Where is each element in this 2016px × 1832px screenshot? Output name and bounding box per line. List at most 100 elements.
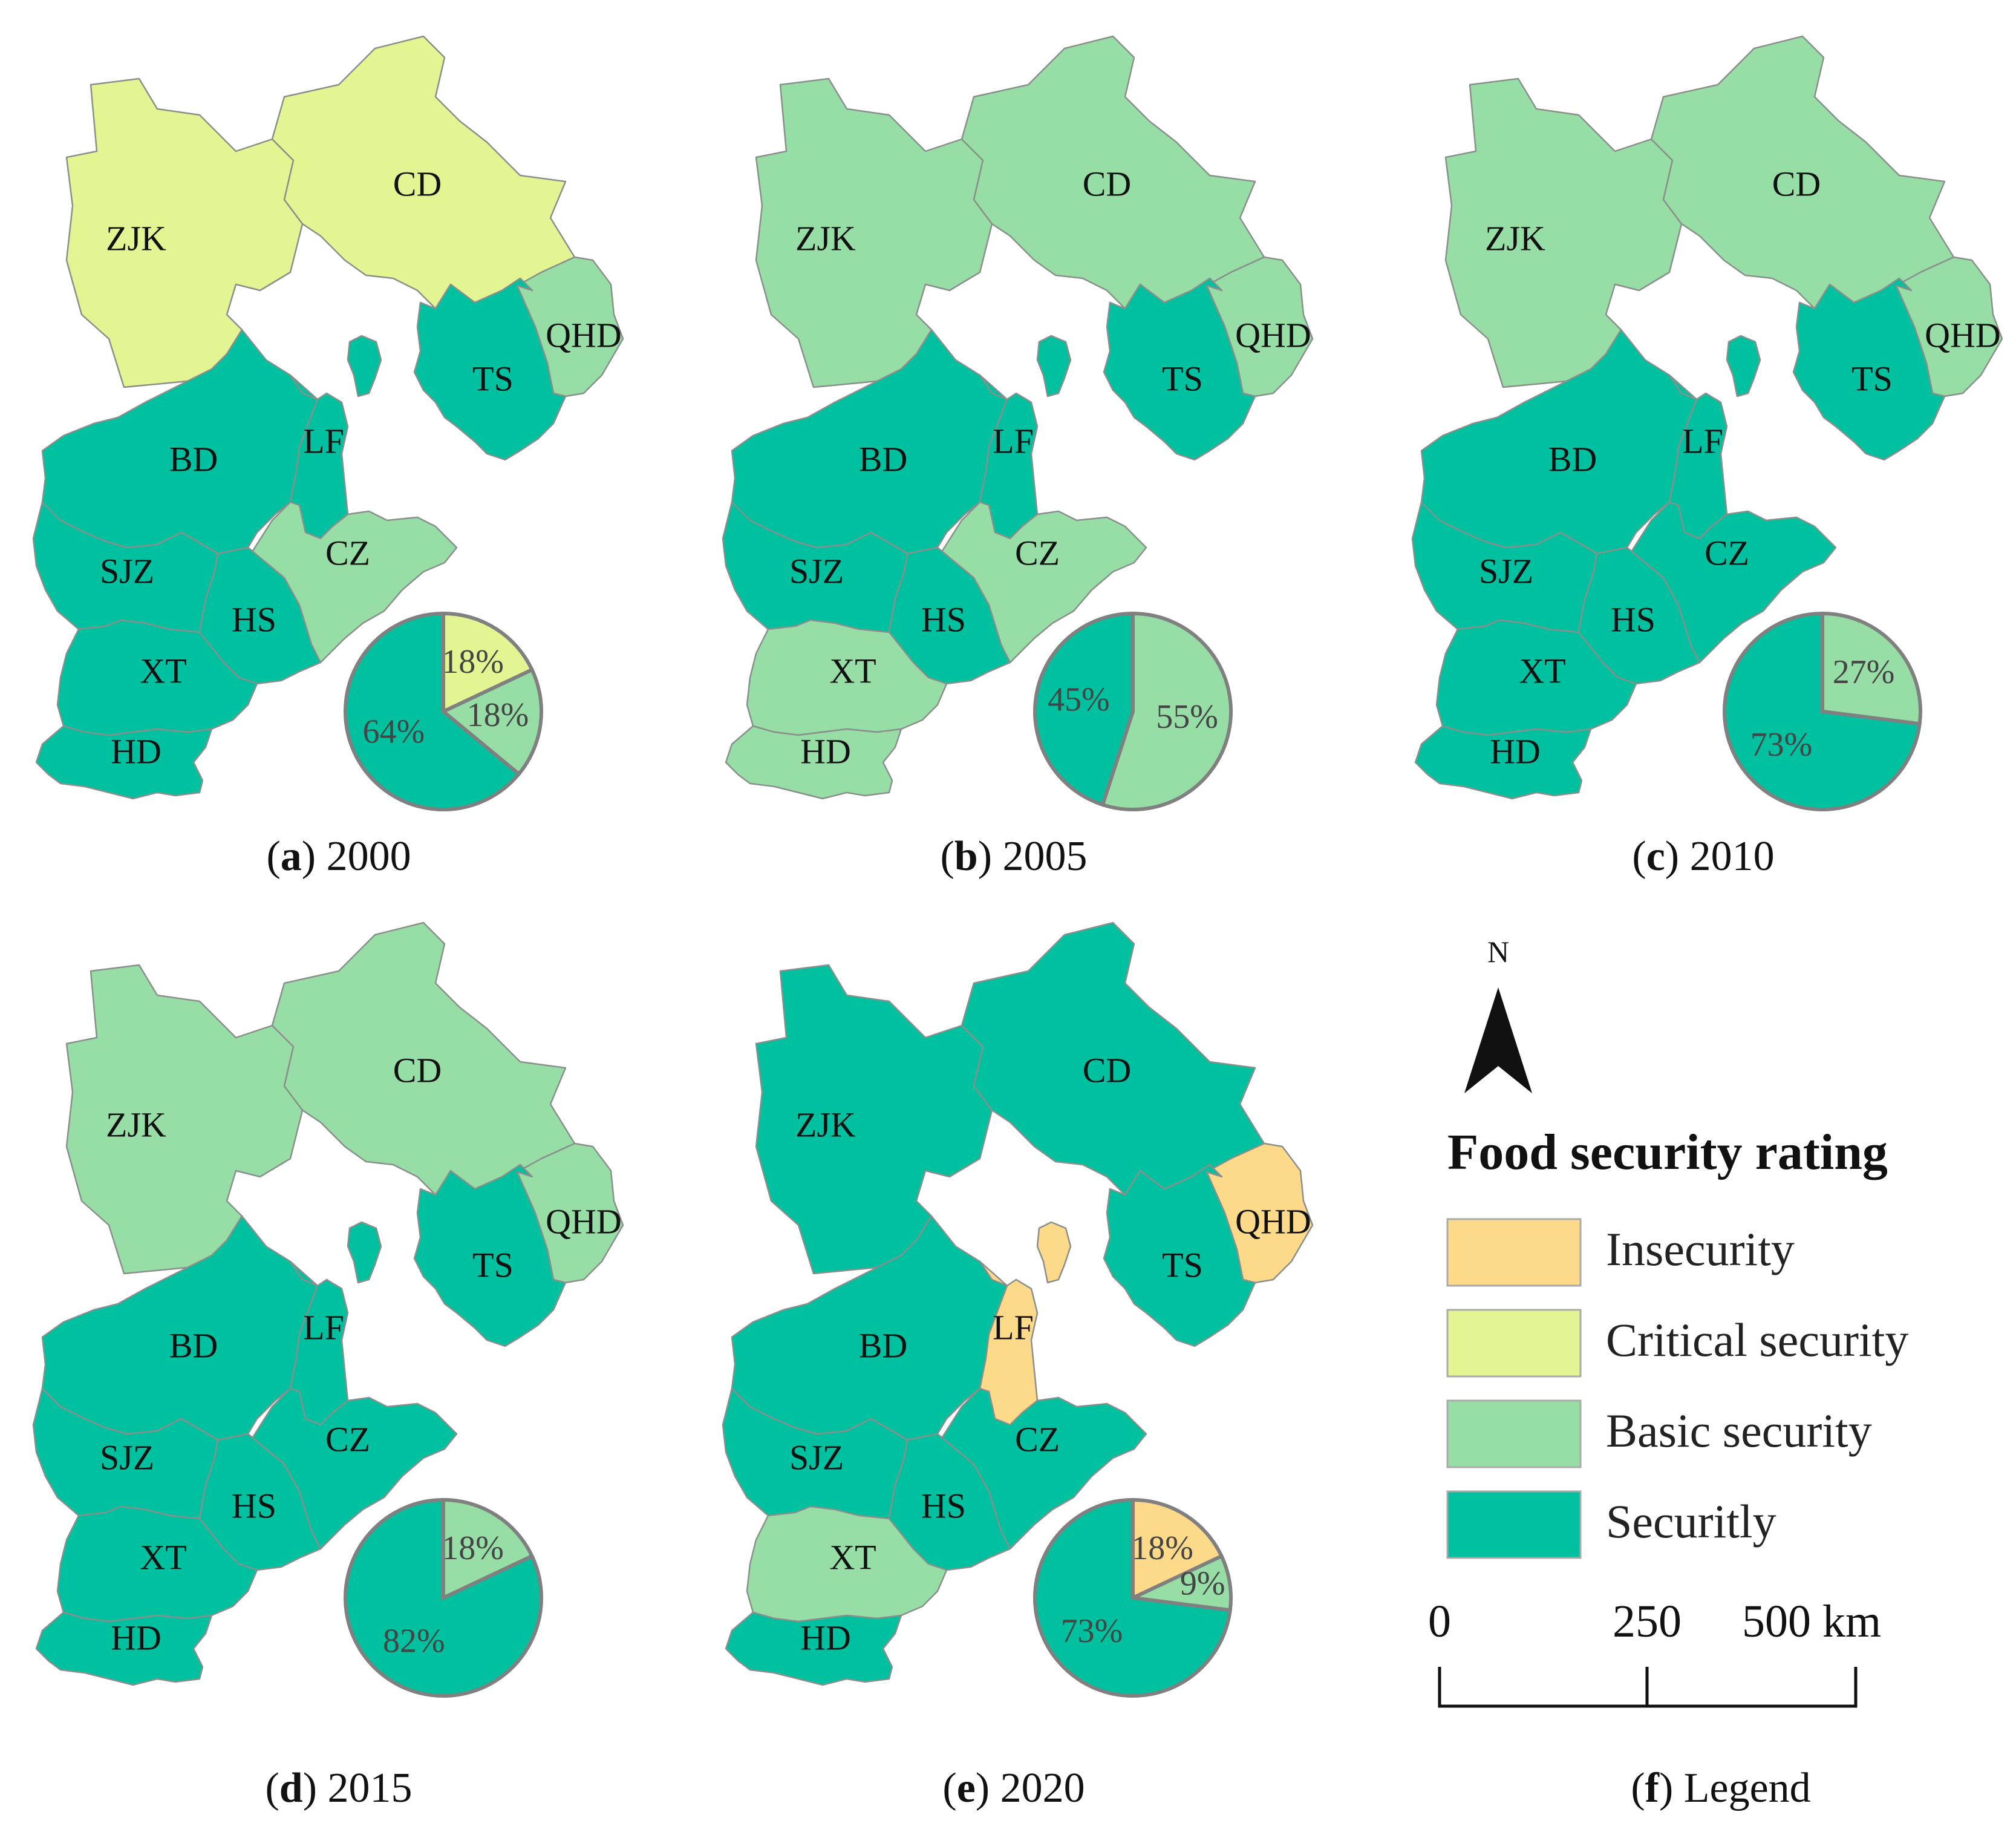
region-hs-2020 (888, 1433, 1011, 1571)
region-zjk-2000 (65, 77, 304, 388)
caption-letter: b (954, 833, 978, 880)
region-label-hd: HD (800, 1618, 851, 1657)
pie-label-basic-security: 9% (1180, 1565, 1225, 1603)
caption-paren: ( (1631, 1765, 1645, 1811)
region-label-bd: BD (859, 439, 908, 479)
region-label-ts: TS (1162, 359, 1203, 398)
caption-paren: ( (266, 833, 280, 880)
pie-slice-basic-security (440, 667, 543, 777)
region-label-hs: HS (1611, 600, 1656, 639)
map-panel-2020: ZJK CD QHD TS BD LF CZ SJZ HS XT HD 18%9% 73% (e) 202… (722, 921, 1314, 1811)
region-bj-2020 (1036, 1221, 1072, 1284)
caption-2010: (c) 2010 (1632, 833, 1774, 880)
region-label-sjz: SJZ (789, 1438, 844, 1477)
pie-chart-2005: 55% 45% (1033, 611, 1233, 811)
scale-tick-0: 0 (1428, 1596, 1451, 1647)
region-label-qhd: QHD (1235, 315, 1311, 355)
legend-panel: N Food security rating Insecurity Critical … (1428, 935, 1908, 1811)
region-label-bd: BD (1548, 439, 1597, 479)
pie-label-securitly: 45% (1048, 681, 1110, 719)
caption-paren: ) (303, 1765, 328, 1811)
region-label-ts: TS (472, 359, 514, 398)
pie-chart-2020: 18%9% 73% (1033, 1497, 1233, 1698)
caption-paren: ( (940, 833, 954, 880)
caption-year: 2015 (328, 1765, 413, 1811)
region-label-zjk: ZJK (1485, 218, 1545, 258)
region-label-hd: HD (111, 731, 161, 771)
region-zjk-2015 (65, 964, 304, 1275)
caption-2005: (b) 2005 (940, 833, 1087, 880)
region-label-cz: CZ (1015, 533, 1060, 572)
pie-slice-securitly (1723, 611, 1922, 811)
pie-slice-securitly (1033, 611, 1135, 807)
region-label-lf: LF (1682, 421, 1723, 460)
legend-swatch-securitly (1446, 1490, 1582, 1559)
region-label-hs: HS (232, 600, 276, 639)
region-ts-2000 (413, 277, 567, 461)
region-label-lf: LF (993, 421, 1034, 460)
region-label-xt: XT (829, 651, 876, 690)
map-panel-2015: ZJK CD QHD TS BD LF CZ SJZ HS XT HD 18% 82% (d) 2015 (32, 921, 624, 1811)
region-label-zjk: ZJK (795, 218, 856, 258)
caption-letter: a (281, 833, 302, 880)
region-xt-2015 (56, 1505, 258, 1623)
pie-label-basic-security: 55% (1156, 698, 1218, 736)
region-hd-2015 (35, 1611, 213, 1686)
region-label-ts: TS (1851, 359, 1893, 398)
caption-text: Legend (1684, 1765, 1811, 1811)
region-label-xt: XT (140, 1537, 186, 1577)
scale-bar (1438, 1667, 1858, 1708)
region-hs-2005 (888, 546, 1011, 685)
caption-letter: f (1645, 1765, 1660, 1811)
caption-paren: ( (265, 1765, 279, 1811)
region-hd-2005 (725, 725, 902, 800)
pie-chart-2010: 27% 73% (1723, 611, 1922, 811)
pie-label-basic-security: 18% (467, 696, 529, 734)
legend-item-basic-security: Basic security (1606, 1404, 1872, 1457)
legend-swatch-basic-security (1446, 1399, 1582, 1468)
pie-label-securitly: 73% (1061, 1612, 1123, 1650)
region-label-cd: CD (1083, 1050, 1132, 1090)
region-zjk-2010 (1444, 77, 1683, 388)
region-label-xt: XT (140, 651, 186, 690)
region-bj-2005 (1036, 335, 1072, 397)
caption-2000: (a) 2000 (266, 833, 411, 880)
region-label-zjk: ZJK (106, 218, 166, 258)
pie-slice-securitly (344, 611, 522, 811)
caption-year: 2005 (1003, 833, 1088, 880)
region-xt-2005 (746, 619, 948, 736)
pie-chart-2000: 18% 18% 64% (344, 611, 543, 811)
region-label-zjk: ZJK (106, 1105, 166, 1144)
region-hd-2020 (725, 1611, 902, 1686)
caption-paren: ( (942, 1765, 956, 1811)
pie-chart-2015: 18% 82% (344, 1497, 543, 1698)
scale-tick-2: 500 km (1742, 1596, 1881, 1647)
region-label-hs: HS (232, 1486, 276, 1525)
caption-paren: ) (978, 833, 1003, 880)
pie-label-critical-security: 18% (442, 643, 504, 681)
pie-slice-basic-security (442, 1497, 535, 1601)
region-label-sjz: SJZ (100, 1438, 154, 1477)
region-label-hs: HS (921, 1486, 966, 1525)
pie-slice-securitly (1033, 1497, 1233, 1698)
region-label-xt: XT (829, 1537, 876, 1577)
caption-letter: d (279, 1765, 303, 1811)
legend-item-securitly: Securitly (1606, 1495, 1776, 1548)
region-label-hs: HS (921, 600, 966, 639)
legend-swatch-critical-security (1446, 1309, 1582, 1378)
pie-label-securitly: 73% (1750, 726, 1813, 764)
pie-slice-critical-security (442, 611, 535, 715)
pie-label-securitly: 82% (383, 1622, 445, 1660)
caption-paren: ) (1665, 833, 1690, 880)
region-label-ts: TS (1162, 1245, 1203, 1284)
caption-paren: ) (302, 833, 327, 880)
caption-year: 2000 (327, 833, 411, 880)
legend-item-insecurity: Insecurity (1606, 1223, 1795, 1275)
pie-slice-insecurity (1131, 1497, 1224, 1601)
caption-letter: e (957, 1765, 976, 1811)
pie-slice-basic-security (1821, 611, 1922, 726)
region-zjk-2020 (755, 964, 993, 1275)
legend-swatch-insecurity (1446, 1218, 1582, 1287)
region-label-lf: LF (303, 421, 344, 460)
region-ts-2010 (1792, 277, 1946, 461)
